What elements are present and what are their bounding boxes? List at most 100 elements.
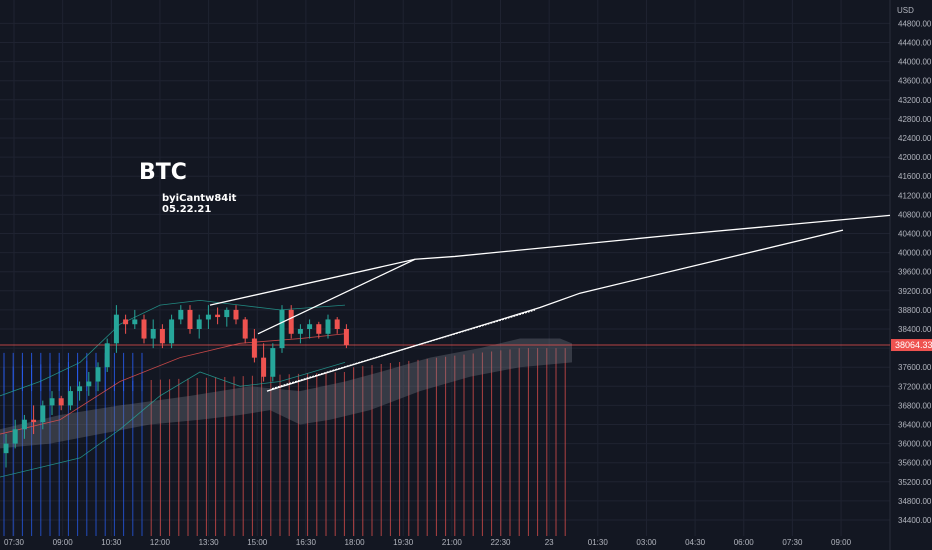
candle-body bbox=[233, 309, 239, 320]
y-tick-label: 44800.00 bbox=[898, 19, 932, 28]
current-price-tag bbox=[891, 339, 932, 352]
candle-body bbox=[132, 319, 138, 325]
lower-trendline[interactable] bbox=[266, 229, 844, 392]
candle bbox=[307, 319, 313, 339]
x-tick-label: 16:30 bbox=[296, 538, 317, 547]
candle-body bbox=[169, 319, 175, 344]
candle-body bbox=[86, 381, 92, 387]
candle bbox=[40, 400, 46, 430]
candle bbox=[77, 381, 83, 401]
trendlines[interactable] bbox=[209, 214, 891, 392]
candle bbox=[334, 317, 340, 334]
candle bbox=[67, 386, 73, 411]
y-tick-label: 42400.00 bbox=[898, 134, 932, 143]
candle bbox=[325, 314, 331, 339]
candle bbox=[58, 395, 64, 411]
x-tick-label: 06:00 bbox=[734, 538, 755, 547]
candle bbox=[104, 338, 110, 372]
candle bbox=[178, 305, 184, 325]
candle bbox=[150, 319, 156, 349]
x-tick-label: 03:00 bbox=[636, 538, 657, 547]
candle-body bbox=[307, 324, 313, 329]
price-axis[interactable]: 44800.00 44400.00 44000.00 43600.00 43200.00… bbox=[898, 19, 932, 525]
y-tick-label: 38800.00 bbox=[898, 306, 932, 315]
candle-body bbox=[58, 398, 64, 406]
candle bbox=[316, 321, 322, 339]
x-tick-label: 04:30 bbox=[685, 538, 706, 547]
y-tick-label: 35600.00 bbox=[898, 459, 932, 468]
y-tick-label: 40000.00 bbox=[898, 249, 932, 258]
candle-body bbox=[288, 309, 294, 334]
y-tick-label: 39200.00 bbox=[898, 287, 932, 296]
breakout-trendline[interactable] bbox=[257, 258, 416, 335]
y-tick-label: 44400.00 bbox=[898, 39, 932, 48]
candle-body bbox=[178, 309, 184, 320]
y-tick-label: 40400.00 bbox=[898, 230, 932, 239]
candle bbox=[86, 371, 92, 396]
candle bbox=[141, 314, 147, 344]
candle-body bbox=[334, 319, 340, 329]
chart-title-annotation: BTC bbox=[139, 160, 187, 185]
candle-body bbox=[325, 319, 331, 334]
x-tick-label: 09:00 bbox=[53, 538, 74, 547]
candle bbox=[270, 343, 276, 382]
lower-trendline-dotted[interactable] bbox=[271, 309, 536, 390]
time-axis[interactable]: 07:30 09:00 10:30 12:00 13:30 15:00 16:30 18:00… bbox=[4, 538, 852, 547]
candle bbox=[3, 434, 9, 468]
x-tick-label: 22:30 bbox=[490, 538, 511, 547]
x-tick-label: 18:00 bbox=[345, 538, 366, 547]
y-tick-label: 40800.00 bbox=[898, 210, 932, 219]
candle-body bbox=[196, 319, 202, 329]
band-line bbox=[0, 299, 346, 397]
y-tick-label: 39600.00 bbox=[898, 268, 932, 277]
candlestick-series bbox=[3, 305, 349, 468]
candle-body bbox=[150, 329, 156, 339]
candle bbox=[224, 307, 230, 327]
y-tick-label: 36800.00 bbox=[898, 401, 932, 410]
y-tick-label: 44000.00 bbox=[898, 58, 932, 67]
candle-body bbox=[3, 443, 9, 454]
candle-body bbox=[343, 329, 349, 346]
ichimoku-cloud bbox=[0, 338, 572, 449]
upper-trendline[interactable] bbox=[209, 214, 891, 306]
candle bbox=[233, 305, 239, 325]
histogram-bars bbox=[3, 348, 566, 536]
x-tick-label: 13:30 bbox=[199, 538, 220, 547]
candle bbox=[251, 329, 257, 363]
y-tick-label: 42000.00 bbox=[898, 153, 932, 162]
candle-body bbox=[187, 309, 193, 329]
candle-body bbox=[141, 319, 147, 339]
candle bbox=[95, 362, 101, 392]
candle bbox=[279, 305, 285, 353]
y-tick-label: 37600.00 bbox=[898, 363, 932, 372]
candle bbox=[31, 405, 37, 435]
x-tick-label: 09:00 bbox=[831, 538, 852, 547]
candle-body bbox=[49, 398, 55, 406]
x-tick-label: 21:00 bbox=[442, 538, 463, 547]
candle bbox=[261, 343, 267, 382]
current-price-label: 38064.33 bbox=[895, 340, 932, 350]
author-annotation: byiCantw84it bbox=[162, 193, 237, 204]
candle bbox=[205, 305, 211, 329]
candle bbox=[49, 391, 55, 415]
candle bbox=[132, 309, 138, 329]
candle bbox=[343, 324, 349, 349]
candle-body bbox=[261, 357, 267, 377]
x-tick-label: 19:30 bbox=[393, 538, 414, 547]
candle-body bbox=[159, 329, 165, 344]
band-line bbox=[0, 362, 346, 478]
candle-body bbox=[297, 329, 303, 334]
candle-body bbox=[77, 386, 83, 392]
candle bbox=[288, 305, 294, 339]
candle bbox=[169, 314, 175, 349]
candle bbox=[215, 307, 221, 325]
candle-body bbox=[12, 429, 18, 444]
y-tick-label: 42800.00 bbox=[898, 115, 932, 124]
candle-body bbox=[215, 314, 221, 318]
candle bbox=[297, 324, 303, 344]
candle bbox=[196, 314, 202, 339]
currency-label: USD bbox=[897, 6, 914, 15]
x-tick-label: 07:30 bbox=[4, 538, 25, 547]
